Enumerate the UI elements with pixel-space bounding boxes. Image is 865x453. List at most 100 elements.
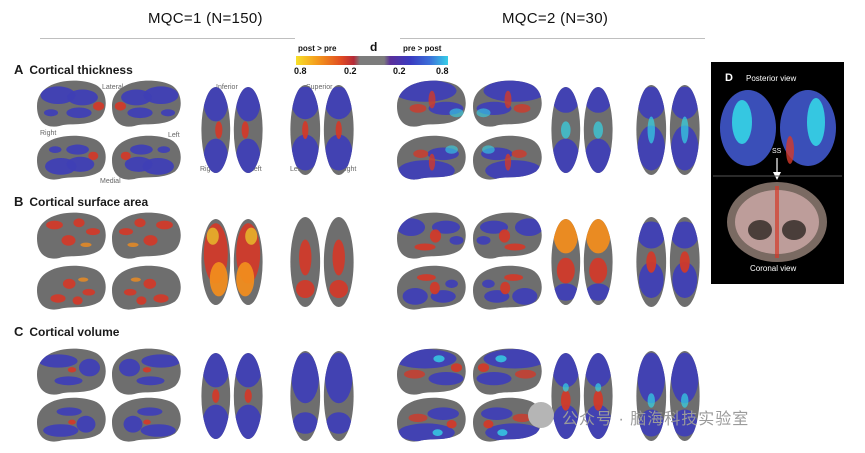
- brain-C2-superior-region-1-2: [681, 393, 689, 408]
- label-medial: Medial: [100, 178, 121, 185]
- brain-B2-inferior-region-0-2: [553, 283, 578, 301]
- legend-title: d: [370, 40, 378, 54]
- brain-A1-lateral-right-region-0: [40, 86, 76, 104]
- brain-B1-lateral-left-region-2: [143, 235, 158, 246]
- label-inferior-right: Right: [200, 166, 217, 173]
- brain-C1-superior-region-0-0: [291, 352, 319, 404]
- brain-A2-lateral-left-region-3: [504, 90, 512, 109]
- legend-tick-1: 0.8: [294, 66, 307, 76]
- brain-A2-lateral-right-region-2: [409, 104, 427, 113]
- panel-d-coronal-right-ventricle: [782, 220, 806, 240]
- brain-B1-lateral-left-region-0: [156, 220, 173, 230]
- brain-C2-superior-region-1-0: [671, 352, 699, 404]
- row-label-c: C Cortical volume: [14, 324, 119, 339]
- brain-A2-medial-left-region-4: [482, 145, 495, 154]
- brain-A2-medial-left-region-3: [504, 153, 512, 171]
- brain-C2-inferior-region-1-3: [595, 383, 602, 392]
- row-title-a: Cortical thickness: [29, 63, 133, 77]
- brain-A1-lateral-left-region-3: [161, 109, 175, 117]
- brain-B2-lateral-right-region-0: [397, 218, 425, 236]
- brain-B1-inferior-region-1-2: [245, 227, 258, 245]
- brain-A1-medial-left-region-3: [157, 146, 171, 153]
- brain-A1-medial-right-region-2: [66, 144, 89, 155]
- brain-A2-superior-region-1-2: [681, 116, 689, 144]
- brain-C1-inferior-region-1-2: [244, 389, 252, 403]
- brain-B1-lateral-left-region-1: [134, 218, 146, 228]
- brain-C1-inferior-region-1-1: [235, 404, 262, 439]
- brain-B1-lateral-right-region-0: [46, 220, 63, 230]
- brain-A1-superior-region-1-1: [325, 134, 353, 171]
- brain-B1-lateral-right-region-4: [80, 242, 92, 247]
- brain-C2-inferior-region-1-2: [593, 389, 603, 411]
- brain-A2-superior-region-0-1: [637, 125, 665, 171]
- brain-B2-superior-region-0-2: [646, 251, 657, 273]
- brain-A1-lateral-left-region-0: [143, 86, 179, 104]
- column-title-mqc1: MQC=1 (N=150): [148, 10, 263, 27]
- brain-A1-lateral-left-region-2: [127, 107, 153, 119]
- brain-C2-lateral-left: [473, 348, 542, 395]
- brain-B1-lateral-left-region-3: [119, 228, 133, 236]
- brain-A2-medial-right-region-2: [413, 149, 429, 158]
- brain-C2-lateral-right-region-2: [404, 369, 425, 379]
- brain-A2-inferior-region-0-1: [552, 138, 579, 173]
- brain-B2-medial-left-region-2: [500, 281, 511, 295]
- brain-A2-inferior: [551, 87, 613, 173]
- brain-A1-medial-right-region-3: [48, 146, 62, 153]
- legend-tick-4: 0.8: [436, 66, 449, 76]
- brain-C2-inferior-region-1-1: [585, 404, 612, 439]
- brain-C1-lateral-right: [37, 348, 106, 395]
- brain-C1-medial-left-region-2: [137, 407, 163, 416]
- brain-B1-lateral-right: [37, 212, 106, 259]
- brain-A2-inferior-region-0-0: [552, 87, 579, 113]
- row-label-b: B Cortical surface area: [14, 194, 148, 209]
- brain-A2-medial-right-region-3: [428, 153, 436, 171]
- brain-B2-medial-left-region-4: [482, 279, 495, 288]
- brain-A1-medial-left: [112, 135, 181, 180]
- brain-B2-inferior: [551, 219, 613, 305]
- brain-B2-lateral-left-region-2: [498, 229, 511, 243]
- brain-B1-lateral-right-region-2: [61, 235, 76, 246]
- brain-C2-superior-region-0-2: [647, 393, 655, 408]
- panel-d-posterior-right-highlight: [807, 98, 825, 146]
- row-letter-a: A: [14, 62, 24, 77]
- brain-B2-lateral-right-region-4: [449, 236, 464, 245]
- brain-C1-medial-right-region-2: [56, 407, 82, 416]
- brain-B1-inferior-region-0-1: [209, 262, 228, 297]
- brain-B1-medial-left-region-1: [136, 296, 147, 305]
- brain-C2-inferior-region-0-1: [552, 404, 579, 439]
- brain-A2-superior-region-1-0: [671, 86, 699, 120]
- brain-B2-superior-region-1-2: [679, 251, 690, 273]
- brain-C2-superior-region-0-1: [638, 409, 664, 437]
- brain-A1-medial-left-region-4: [120, 151, 131, 161]
- brain-C2-medial-right: [397, 397, 466, 442]
- brain-B2-lateral-right-region-2: [429, 229, 442, 243]
- brain-A2-lateral-right-region-4: [449, 108, 464, 118]
- brain-B2-lateral-right-region-3: [414, 243, 436, 251]
- panel-d-top-label: Posterior view: [746, 74, 797, 83]
- brain-C1-lateral-left-region-2: [136, 376, 165, 386]
- brain-B1-superior-region-0-0: [299, 239, 312, 276]
- brain-A2-superior-region-1-1: [671, 125, 699, 171]
- brain-A1-lateral-left-region-1: [121, 89, 152, 106]
- brain-C2-superior-region-0-0: [637, 352, 665, 404]
- brain-C1-superior-region-0-1: [292, 412, 318, 434]
- brain-B1-inferior-region-1-1: [236, 262, 255, 297]
- brain-B2-lateral-left-region-4: [476, 236, 491, 245]
- column-title-mqc2: MQC=2 (N=30): [502, 10, 609, 27]
- brain-C2-superior-region-1-1: [672, 409, 698, 437]
- brain-C1-lateral-right-region-0: [38, 354, 78, 368]
- brain-B2-medial-right-region-4: [445, 279, 458, 288]
- label-superior-right: Right: [340, 166, 357, 173]
- label-superior: Superior: [306, 84, 333, 91]
- brain-C2-inferior-region-1-0: [585, 353, 612, 388]
- brain-A1-inferior: [201, 87, 263, 173]
- brain-A2-superior-region-0-0: [637, 86, 665, 120]
- panel-d-letter: D: [725, 72, 733, 84]
- brain-A2-inferior-region-1-2: [593, 121, 603, 139]
- brain-A1-superior-region-0-2: [302, 121, 309, 139]
- row-letter-b: B: [14, 194, 24, 209]
- brain-C1-inferior-region-0-1: [202, 404, 229, 439]
- brain-C2-medial-right-region-4: [446, 420, 457, 429]
- brain-B2-medial-left: [473, 265, 542, 310]
- brain-C2-medial-right-region-3: [432, 429, 443, 436]
